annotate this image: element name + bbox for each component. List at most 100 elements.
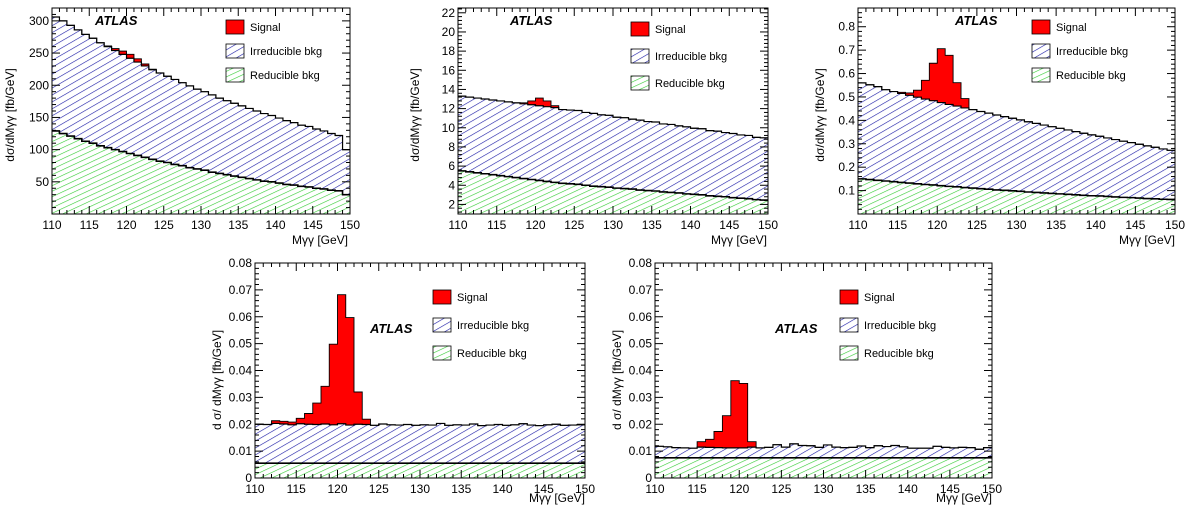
chart-panel-2: 110 115 120 125 130 135 140 145 150 2 4 6 8 10 12 14 16 1…	[405, 0, 778, 250]
x-tick-label: 140	[898, 482, 918, 496]
x-tick-label: 145	[303, 218, 323, 232]
signal-area	[655, 380, 992, 450]
x-tick-label: 145	[1125, 218, 1145, 232]
x-axis-title: Mγγ [GeV]	[529, 491, 585, 505]
y-tick-label: 16	[442, 63, 456, 77]
plot-area	[858, 48, 1175, 214]
legend-signal-swatch	[1031, 19, 1051, 35]
reducible-bkg-area	[858, 178, 1175, 214]
x-tick-label: 130	[410, 482, 430, 496]
legend-irreducible-label: Irreducible bkg	[250, 46, 322, 58]
x-tick-label: 135	[642, 218, 662, 232]
legend-signal-swatch	[839, 289, 859, 305]
y-tick-label: 6	[448, 159, 455, 173]
irreducible-bkg-area	[458, 96, 768, 201]
legend-irreducible-label: Irreducible bkg	[457, 320, 529, 332]
x-tick-label: 135	[1046, 218, 1066, 232]
x-tick-label: 150	[1165, 218, 1185, 232]
legend-reducible-swatch	[1031, 67, 1051, 83]
legend-signal-label: Signal	[1056, 22, 1087, 34]
x-tick-label: 125	[564, 218, 584, 232]
y-tick-label: 250	[29, 46, 49, 60]
legend-signal-label: Signal	[250, 22, 281, 34]
x-tick-label: 130	[1006, 218, 1026, 232]
y-tick-label: 0.01	[629, 444, 653, 458]
y-tick-label: 2	[448, 197, 455, 211]
irreducible-bkg-area	[255, 423, 585, 464]
x-tick-label: 120	[729, 482, 749, 496]
legend-irreducible-label: Irreducible bkg	[1056, 46, 1128, 58]
legend-reducible-swatch	[225, 67, 245, 83]
y-tick-label: 0	[645, 471, 652, 485]
y-axis-title: dσ/dMγγ [fb/GeV]	[813, 68, 827, 161]
reducible-bkg-line	[858, 178, 1175, 201]
y-tick-label: 0.05	[629, 337, 653, 351]
x-axis-title: Mγγ [GeV]	[936, 491, 992, 505]
legend-irreducible-swatch	[432, 317, 452, 333]
legend-signal-label: Signal	[864, 292, 895, 304]
x-tick-label: 130	[191, 218, 211, 232]
legend-reducible-swatch	[839, 345, 859, 361]
y-axis-title: d σ/ dMγγ [fb/GeV]	[210, 330, 224, 430]
x-tick-label: 140	[1086, 218, 1106, 232]
y-axis-title: dσ/dMγγ [fb/GeV]	[408, 68, 422, 161]
x-tick-label: 110	[848, 218, 867, 232]
y-tick-label: 0.7	[838, 43, 855, 57]
y-tick-label: 18	[442, 44, 456, 58]
x-axis-title: Mγγ [GeV]	[1119, 233, 1175, 247]
plot-area	[655, 380, 992, 478]
y-tick-label: 0.06	[629, 310, 653, 324]
atlas-label: ATLAS	[369, 321, 413, 336]
y-tick-label: 0.08	[629, 256, 653, 270]
y-tick-label: 0.04	[229, 364, 253, 378]
legend-reducible-swatch	[432, 345, 452, 361]
atlas-label: ATLAS	[509, 13, 553, 28]
x-tick-label: 145	[534, 482, 554, 496]
x-tick-label: 115	[888, 218, 907, 232]
y-tick-label: 0.08	[229, 256, 253, 270]
signal-area	[255, 294, 585, 426]
x-tick-label: 115	[287, 482, 306, 496]
x-tick-label: 115	[487, 218, 506, 232]
chart-panel-5: 110 115 120 125 130 135 140 145 150 0 0.01 0.02 0.03…	[605, 255, 1002, 506]
legend-signal-label: Signal	[655, 24, 686, 36]
x-tick-label: 135	[228, 218, 248, 232]
signal-line	[655, 380, 992, 450]
x-tick-label: 125	[154, 218, 174, 232]
y-tick-label: 0.2	[838, 160, 855, 174]
legend-irreducible-label: Irreducible bkg	[655, 51, 727, 63]
chart-panel-4: 110 115 120 125 130 135 140 145 150 0 0.01 0.02 0.03…	[205, 255, 595, 506]
y-tick-label: 0.03	[629, 390, 653, 404]
x-tick-label: 120	[116, 218, 136, 232]
y-tick-label: 0.02	[629, 417, 653, 431]
x-tick-label: 110	[245, 482, 264, 496]
signal-area	[858, 48, 1175, 151]
legend-irreducible-swatch	[225, 43, 245, 59]
x-tick-label: 150	[575, 482, 595, 496]
signal-line	[458, 95, 768, 139]
y-tick-label: 4	[448, 178, 455, 192]
legend-signal-swatch	[225, 19, 245, 35]
y-tick-label: 12	[442, 102, 456, 116]
irreducible-bkg-area	[52, 17, 350, 195]
x-tick-label: 150	[340, 218, 360, 232]
legend-reducible-label: Reducible bkg	[457, 348, 527, 360]
x-tick-label: 140	[492, 482, 512, 496]
x-tick-label: 140	[680, 218, 700, 232]
x-tick-label: 125	[771, 482, 791, 496]
legend-irreducible-swatch	[630, 48, 650, 64]
chart-4-svg: 110 115 120 125 130 135 140 145 150 0 0.01 0.02 0.03…	[210, 256, 595, 505]
x-tick-label: 140	[265, 218, 285, 232]
y-tick-label: 8	[448, 140, 455, 154]
x-tick-label: 120	[927, 218, 947, 232]
atlas-label: ATLAS	[94, 13, 138, 28]
x-tick-label: 115	[80, 218, 99, 232]
y-tick-label: 300	[29, 14, 49, 28]
y-tick-label: 0.6	[838, 67, 855, 81]
y-tick-label: 14	[442, 82, 456, 96]
x-tick-label: 120	[525, 218, 545, 232]
x-axis-title: Mγγ [GeV]	[711, 233, 767, 247]
chart-panel-1: 110 115 120 125 130 135 140 145 150 50 100 150 200 25…	[0, 0, 360, 250]
x-tick-label: 115	[688, 482, 707, 496]
y-tick-label: 150	[29, 110, 49, 124]
